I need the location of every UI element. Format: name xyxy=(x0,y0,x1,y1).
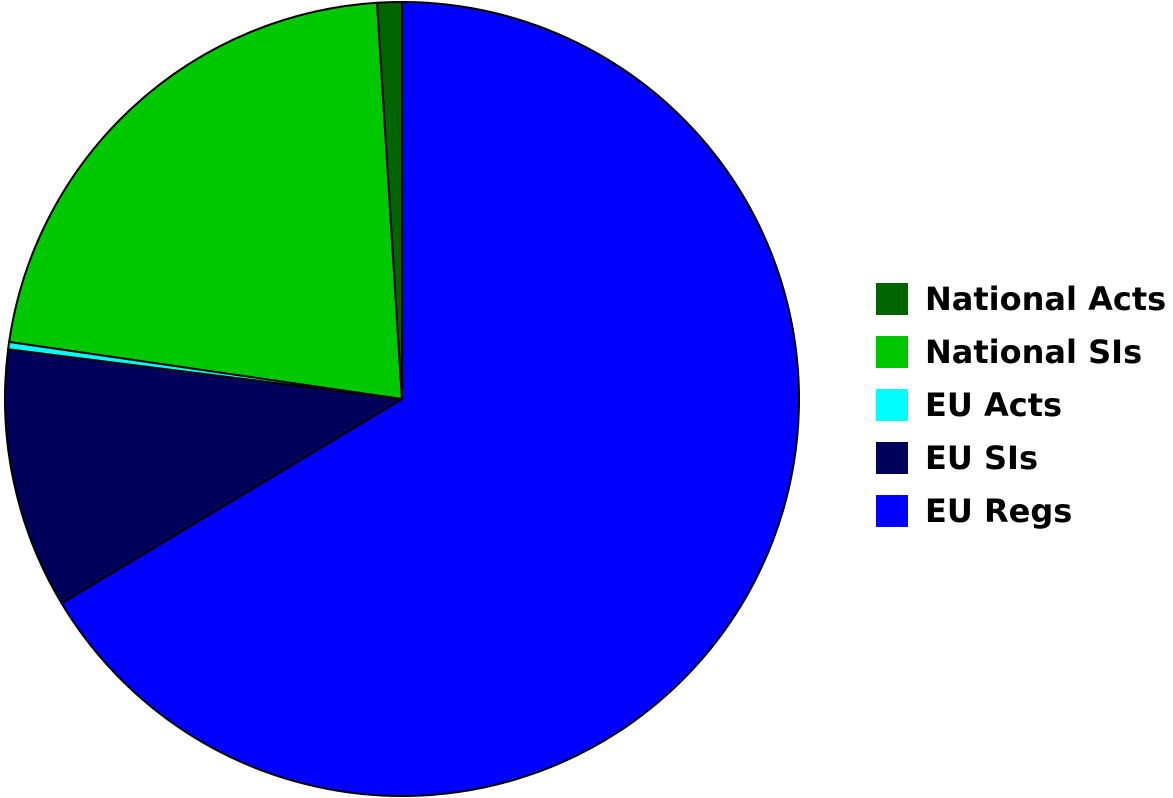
legend-swatch-eu-acts xyxy=(876,389,908,421)
legend-swatch-eu-sis xyxy=(876,442,908,474)
legend-label-eu-sis: EU SIs xyxy=(925,439,1038,477)
pie-slice-eu-sis xyxy=(3,348,403,605)
legend-label-eu-acts: EU Acts xyxy=(925,386,1062,424)
legend-label-eu-regs: EU Regs xyxy=(925,492,1072,530)
legend-swatch-national-acts xyxy=(876,283,908,315)
legend-item-eu-regs: EU Regs xyxy=(876,492,1072,530)
pie-slices xyxy=(3,0,800,797)
legend-item-eu-acts: EU Acts xyxy=(876,386,1062,424)
legend-item-national-sis: National SIs xyxy=(876,333,1142,371)
legend-label-national-acts: National Acts xyxy=(925,280,1166,318)
chart-legend: National Acts National SIs EU Acts EU SIs EU… xyxy=(876,280,1166,530)
legend-swatch-eu-regs xyxy=(876,495,908,527)
legend-swatch-national-sis xyxy=(876,336,908,368)
pie-slice-eu-regs xyxy=(60,1,800,797)
pie-slice-national-acts xyxy=(376,0,403,400)
pie-slice-national-sis xyxy=(8,1,403,400)
legend-item-national-acts: National Acts xyxy=(876,280,1166,318)
legend-item-eu-sis: EU SIs xyxy=(876,439,1038,477)
legend-label-national-sis: National SIs xyxy=(925,333,1142,371)
